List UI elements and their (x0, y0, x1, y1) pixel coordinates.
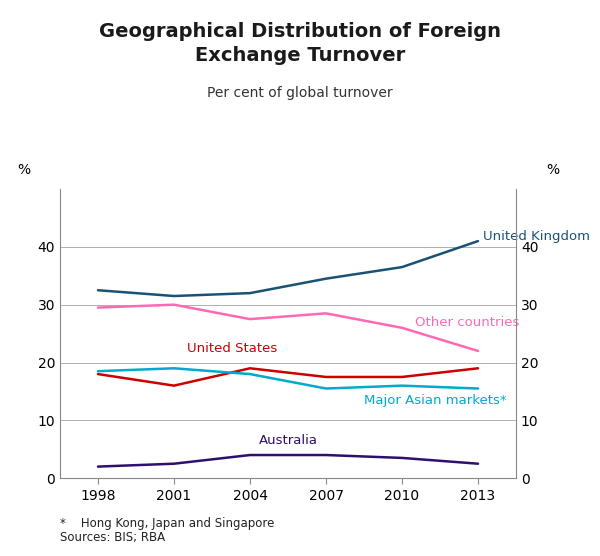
Text: %: % (17, 163, 30, 177)
Text: %: % (546, 163, 559, 177)
Text: *    Hong Kong, Japan and Singapore: * Hong Kong, Japan and Singapore (60, 517, 274, 530)
Text: Major Asian markets*: Major Asian markets* (364, 394, 506, 406)
Text: Sources: BIS; RBA: Sources: BIS; RBA (60, 531, 165, 544)
Text: Geographical Distribution of Foreign
Exchange Turnover: Geographical Distribution of Foreign Exc… (99, 22, 501, 64)
Text: Per cent of global turnover: Per cent of global turnover (207, 86, 393, 100)
Text: United States: United States (187, 341, 277, 355)
Text: Other countries: Other countries (415, 316, 519, 329)
Text: United Kingdom: United Kingdom (483, 230, 590, 242)
Text: Australia: Australia (259, 434, 317, 447)
